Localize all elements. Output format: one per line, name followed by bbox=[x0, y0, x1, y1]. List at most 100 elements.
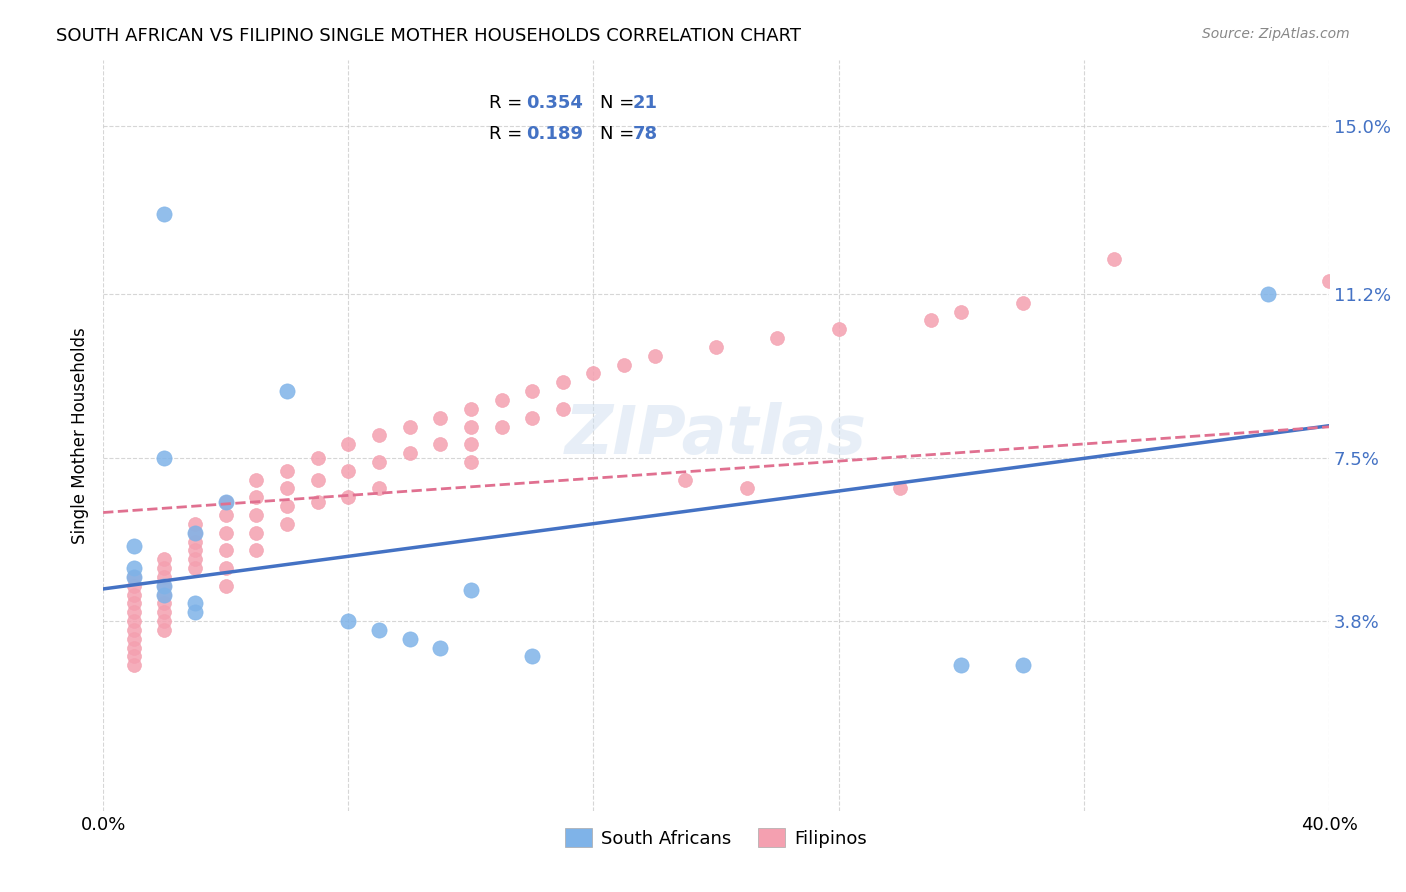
Point bbox=[644, 349, 666, 363]
Point bbox=[153, 207, 176, 221]
Point bbox=[122, 632, 145, 646]
Point bbox=[153, 588, 176, 602]
Point bbox=[337, 491, 360, 505]
Point bbox=[307, 450, 329, 465]
Text: Source: ZipAtlas.com: Source: ZipAtlas.com bbox=[1202, 27, 1350, 41]
Point bbox=[889, 482, 911, 496]
Point bbox=[153, 561, 176, 575]
Legend: South Africans, Filipinos: South Africans, Filipinos bbox=[558, 821, 875, 855]
Point bbox=[122, 596, 145, 610]
Point bbox=[215, 494, 238, 508]
Point bbox=[153, 579, 176, 593]
Point bbox=[245, 543, 267, 558]
Point bbox=[522, 649, 544, 664]
Point bbox=[245, 491, 267, 505]
Point bbox=[491, 419, 513, 434]
Point bbox=[337, 464, 360, 478]
Point bbox=[398, 632, 420, 646]
Text: 0.189: 0.189 bbox=[526, 125, 583, 143]
Text: R =: R = bbox=[489, 95, 529, 112]
Point bbox=[827, 322, 849, 336]
Point bbox=[184, 534, 207, 549]
Point bbox=[398, 419, 420, 434]
Point bbox=[766, 331, 789, 345]
Text: N =: N = bbox=[599, 95, 640, 112]
Point bbox=[337, 614, 360, 628]
Y-axis label: Single Mother Households: Single Mother Households bbox=[72, 327, 89, 544]
Point bbox=[122, 539, 145, 553]
Point bbox=[307, 473, 329, 487]
Point bbox=[122, 570, 145, 584]
Point bbox=[950, 304, 973, 318]
Point bbox=[122, 579, 145, 593]
Point bbox=[368, 482, 391, 496]
Point bbox=[460, 583, 482, 598]
Point bbox=[122, 588, 145, 602]
Point bbox=[1257, 287, 1279, 301]
Point bbox=[122, 570, 145, 584]
Point bbox=[276, 464, 298, 478]
Point bbox=[153, 570, 176, 584]
Point bbox=[337, 437, 360, 451]
Point bbox=[184, 596, 207, 610]
Point bbox=[153, 588, 176, 602]
Point bbox=[1011, 295, 1033, 310]
Point bbox=[460, 455, 482, 469]
Point bbox=[368, 623, 391, 637]
Point bbox=[276, 499, 298, 513]
Point bbox=[460, 401, 482, 416]
Point bbox=[153, 579, 176, 593]
Point bbox=[122, 658, 145, 673]
Point bbox=[613, 358, 636, 372]
Point bbox=[1104, 252, 1126, 266]
Point bbox=[582, 367, 605, 381]
Point bbox=[215, 508, 238, 522]
Point bbox=[245, 473, 267, 487]
Point bbox=[735, 482, 758, 496]
Point bbox=[153, 596, 176, 610]
Text: 0.354: 0.354 bbox=[526, 95, 583, 112]
Point bbox=[307, 494, 329, 508]
Point bbox=[1317, 274, 1340, 288]
Point bbox=[184, 561, 207, 575]
Point bbox=[368, 455, 391, 469]
Point bbox=[184, 543, 207, 558]
Point bbox=[950, 658, 973, 673]
Point bbox=[184, 525, 207, 540]
Point bbox=[184, 516, 207, 531]
Point bbox=[215, 494, 238, 508]
Text: ZIPatlas: ZIPatlas bbox=[565, 402, 868, 468]
Point bbox=[429, 437, 451, 451]
Text: R =: R = bbox=[489, 125, 529, 143]
Point bbox=[215, 579, 238, 593]
Text: N =: N = bbox=[599, 125, 640, 143]
Point bbox=[215, 543, 238, 558]
Point bbox=[460, 437, 482, 451]
Point bbox=[276, 384, 298, 399]
Text: 21: 21 bbox=[633, 95, 658, 112]
Point bbox=[522, 410, 544, 425]
Point bbox=[673, 473, 696, 487]
Point bbox=[122, 649, 145, 664]
Point bbox=[551, 376, 574, 390]
Point bbox=[245, 508, 267, 522]
Point bbox=[122, 623, 145, 637]
Text: 78: 78 bbox=[633, 125, 658, 143]
Point bbox=[551, 401, 574, 416]
Point bbox=[398, 446, 420, 460]
Point bbox=[276, 482, 298, 496]
Point bbox=[460, 419, 482, 434]
Point bbox=[153, 552, 176, 566]
Point bbox=[368, 428, 391, 442]
Point bbox=[122, 640, 145, 655]
Point bbox=[215, 525, 238, 540]
Point bbox=[704, 340, 727, 354]
Point bbox=[522, 384, 544, 399]
Point bbox=[122, 561, 145, 575]
Point bbox=[153, 623, 176, 637]
Point bbox=[153, 614, 176, 628]
Point bbox=[245, 525, 267, 540]
Text: SOUTH AFRICAN VS FILIPINO SINGLE MOTHER HOUSEHOLDS CORRELATION CHART: SOUTH AFRICAN VS FILIPINO SINGLE MOTHER … bbox=[56, 27, 801, 45]
Point bbox=[122, 605, 145, 619]
Point bbox=[122, 614, 145, 628]
